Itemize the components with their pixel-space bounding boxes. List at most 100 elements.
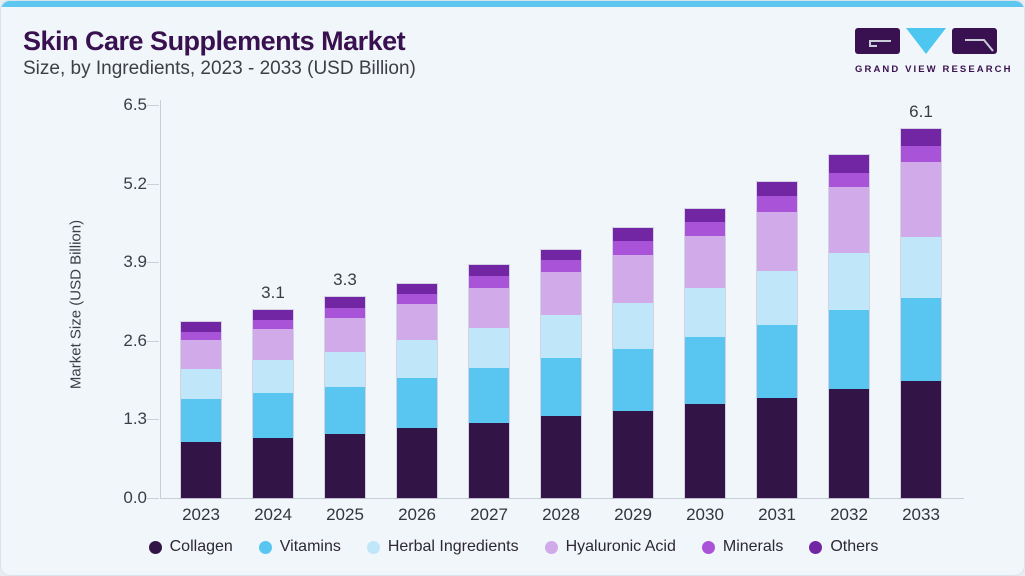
- segment-2029-others: [613, 227, 653, 241]
- y-tick-label-3.9: 3.9: [123, 252, 147, 272]
- y-tick-mark-3.9: [147, 262, 159, 264]
- legend-item-minerals: Minerals: [701, 538, 784, 556]
- segment-2024-vitamins: [253, 393, 293, 438]
- segment-2028-vitamins: [541, 358, 581, 417]
- x-tick-label-2025: 2025: [326, 505, 364, 524]
- segment-2031-vitamins: [757, 325, 797, 398]
- segment-2024-minerals: [253, 320, 293, 330]
- segment-2024-others: [253, 310, 293, 321]
- x-tick-label-2030: 2030: [686, 505, 724, 524]
- segment-2029-herbal-ingredients: [613, 302, 653, 350]
- x-tick-label-2024: 2024: [254, 505, 292, 524]
- segment-2031-herbal-ingredients: [757, 270, 797, 326]
- segment-2023-hyaluronic-acid: [181, 340, 221, 369]
- y-tick-label-5.2: 5.2: [123, 173, 147, 193]
- segment-2029-collagen: [613, 410, 653, 498]
- y-axis-line: [160, 100, 161, 499]
- segment-2029-vitamins: [613, 349, 653, 411]
- segment-2026-collagen: [397, 428, 437, 498]
- segment-2027-vitamins: [469, 367, 509, 423]
- segment-2027-hyaluronic-acid: [469, 288, 509, 329]
- segment-2026-vitamins: [397, 377, 437, 429]
- segment-2032-herbal-ingredients: [829, 253, 869, 310]
- segment-2024-hyaluronic-acid: [253, 329, 293, 361]
- segment-2027-collagen: [469, 422, 509, 498]
- segment-2030-collagen: [685, 404, 725, 498]
- segment-2028-collagen: [541, 416, 581, 498]
- segment-2029-hyaluronic-acid: [613, 255, 653, 303]
- segment-2028-herbal-ingredients: [541, 315, 581, 359]
- legend-dot-icon: [544, 540, 558, 554]
- segment-2030-others: [685, 209, 725, 223]
- bar-2031: [757, 182, 797, 498]
- legend-dot-icon: [258, 540, 272, 554]
- bar-total-label-2024: 3.1: [261, 283, 285, 302]
- segment-2031-hyaluronic-acid: [757, 212, 797, 271]
- x-tick-label-2028: 2028: [542, 505, 580, 524]
- bar-2029: [613, 227, 653, 498]
- segment-2023-minerals: [181, 331, 221, 341]
- legend-dot-icon: [366, 540, 380, 554]
- bar-total-label-2025: 3.3: [333, 270, 357, 290]
- segment-2027-herbal-ingredients: [469, 328, 509, 368]
- segment-2032-hyaluronic-acid: [829, 186, 869, 254]
- bar-2023: [181, 322, 221, 498]
- legend-label: Others: [830, 538, 879, 555]
- legend-item-others: Others: [809, 538, 878, 556]
- bar-2028: [541, 249, 581, 499]
- bar-total-label-2033: 6.1: [909, 102, 933, 122]
- segment-2033-herbal-ingredients: [901, 236, 941, 299]
- segment-2023-vitamins: [181, 398, 221, 443]
- y-tick-mark-2.6: [147, 340, 159, 342]
- segment-2031-collagen: [757, 397, 797, 498]
- legend: Collagen Vitamins Herbal Ingredients Hyalur…: [1, 538, 1024, 556]
- segment-2025-hyaluronic-acid: [325, 317, 365, 352]
- logo-wordmark: GRAND VIEW RESEARCH: [855, 64, 1013, 75]
- legend-item-vitamins: Vitamins: [258, 538, 341, 556]
- bar-2025: [325, 297, 365, 498]
- x-tick-label-2032: 2032: [830, 505, 868, 524]
- segment-2027-minerals: [469, 276, 509, 289]
- segment-2032-collagen: [829, 388, 869, 498]
- segment-2033-hyaluronic-acid: [901, 162, 941, 237]
- legend-label: Minerals: [722, 538, 784, 555]
- y-tick-mark-5.2: [147, 183, 159, 185]
- legend-label: Hyaluronic Acid: [565, 538, 676, 555]
- segment-2026-others: [397, 284, 437, 294]
- y-tick-mark-0.0: [147, 498, 159, 499]
- segment-2030-vitamins: [685, 336, 725, 405]
- segment-2028-minerals: [541, 260, 581, 273]
- bar-2026: [397, 284, 437, 498]
- legend-dot-icon: [701, 540, 715, 554]
- segment-2027-others: [469, 264, 509, 277]
- segment-2029-minerals: [613, 240, 653, 256]
- legend-label: Herbal Ingredients: [387, 538, 519, 555]
- legend-dot-icon: [148, 540, 162, 554]
- y-tick-label-1.3: 1.3: [123, 409, 147, 429]
- gvr-logo-icon: [855, 28, 997, 54]
- segment-2025-collagen: [325, 433, 365, 498]
- segment-2023-others: [181, 322, 221, 332]
- legend-item-herbal-ingredients: Herbal Ingredients: [366, 538, 519, 556]
- segment-2031-minerals: [757, 196, 797, 213]
- segment-2026-herbal-ingredients: [397, 340, 437, 378]
- segment-2024-collagen: [253, 437, 293, 498]
- bar-2030: [685, 209, 725, 498]
- segment-2031-others: [757, 182, 797, 197]
- x-tick-label-2029: 2029: [614, 505, 652, 524]
- legend-item-collagen: Collagen: [148, 538, 233, 556]
- segment-2032-vitamins: [829, 309, 869, 389]
- segment-2033-vitamins: [901, 298, 941, 382]
- grand-view-research-logo: GRAND VIEW RESEARCH: [855, 28, 1013, 75]
- bar-2027: [469, 264, 509, 498]
- segment-2032-others: [829, 155, 869, 173]
- page-title: Skin Care Supplements Market: [23, 26, 406, 56]
- segment-2025-others: [325, 297, 365, 309]
- top-accent-bar: [1, 1, 1024, 7]
- segment-2026-minerals: [397, 293, 437, 304]
- page-subtitle: Size, by Ingredients, 2023 - 2033 (USD B…: [23, 58, 416, 79]
- segment-2030-hyaluronic-acid: [685, 235, 725, 289]
- x-tick-label-2033: 2033: [902, 505, 940, 524]
- segment-2026-hyaluronic-acid: [397, 303, 437, 341]
